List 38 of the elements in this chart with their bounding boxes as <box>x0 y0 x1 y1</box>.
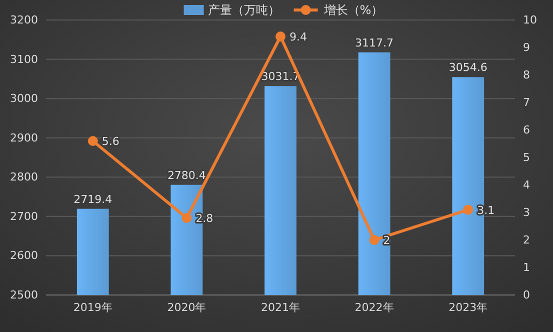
y-tick-label: 2500 <box>10 288 38 302</box>
y-tick-label: 2600 <box>10 249 38 262</box>
data-label: 2780.4 <box>167 168 206 182</box>
point <box>369 235 380 245</box>
y-tick-label: 2900 <box>10 131 38 144</box>
data-label: 3054.6 <box>448 61 488 74</box>
data-label: 5.6 <box>102 135 120 148</box>
y2-tick-label: 5 <box>523 151 530 164</box>
point <box>463 204 474 215</box>
data-label: 2 <box>383 234 390 247</box>
legend-label: 增长（%） <box>322 3 384 17</box>
data-label: 3117.7 <box>355 36 394 50</box>
y2-tick-label: 3 <box>523 206 530 220</box>
y2-tick-label: 7 <box>523 96 530 110</box>
y2-tick-label: 6 <box>523 124 530 137</box>
x-tick-label: 2023年 <box>448 300 488 314</box>
y2-tick-label: 9 <box>523 41 530 54</box>
point <box>276 32 286 42</box>
x-tick-label: 2022年 <box>354 300 394 314</box>
y-tick-label: 2800 <box>10 170 38 184</box>
y-tick-label: 3000 <box>10 92 38 106</box>
y2-tick-label: 4 <box>523 178 530 192</box>
y-tick-label: 2700 <box>10 210 38 223</box>
data-label: 2719.4 <box>74 192 112 206</box>
y-tick-label: 3200 <box>10 14 38 27</box>
y2-tick-label: 2 <box>523 234 530 247</box>
y2-tick-label: 1 <box>523 261 530 274</box>
y2-tick-label: 0 <box>523 288 530 302</box>
x-tick-label: 2019年 <box>73 300 112 314</box>
x-tick-label: 2020年 <box>167 300 206 314</box>
y2-tick-label: 10 <box>523 14 537 27</box>
x-tick-label: 2021年 <box>261 300 300 314</box>
point <box>182 213 192 223</box>
legend-label: 产量（万吨） <box>208 3 280 17</box>
y2-tick-label: 8 <box>523 68 530 82</box>
data-label: 9.4 <box>290 30 307 44</box>
y-tick-label: 3100 <box>10 52 38 66</box>
point <box>88 136 98 146</box>
